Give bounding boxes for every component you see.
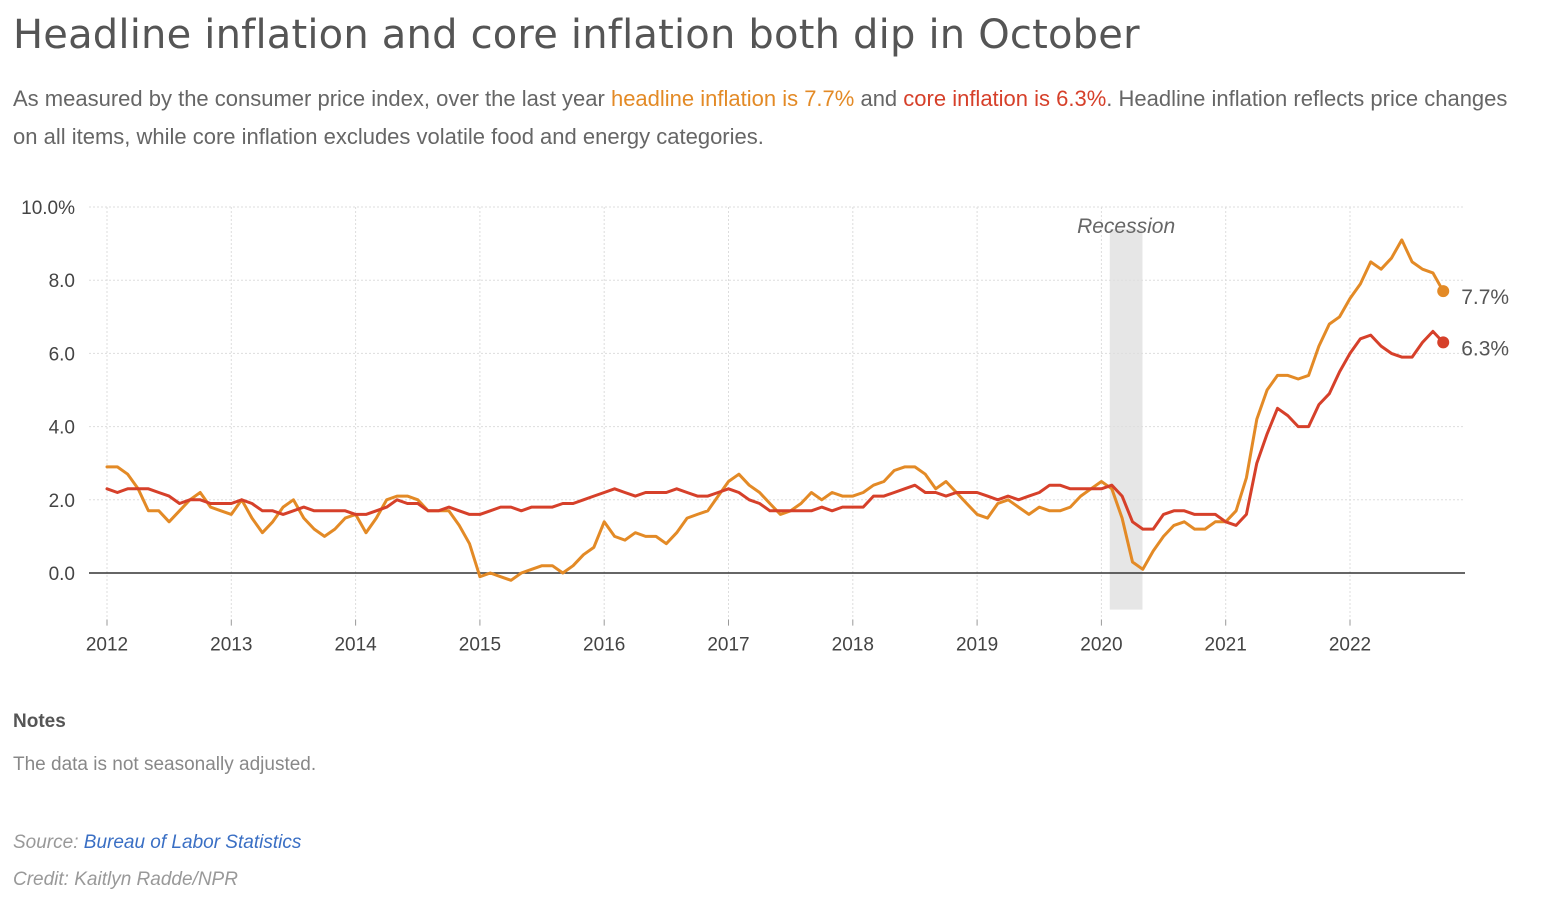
x-tick-label: 2017 xyxy=(707,635,749,656)
axis-layer: 10.0% 8.0 6.0 4.0 2.0 0.0 2012 2013 2014 2015 2016… xyxy=(21,198,1465,656)
grid-layer xyxy=(89,206,1465,620)
notes-heading: Notes xyxy=(13,711,66,732)
x-tick-label: 2019 xyxy=(956,635,998,656)
x-tick-label: 2022 xyxy=(1329,635,1371,656)
subtitle-text-1: As measured by the consumer price index,… xyxy=(13,86,611,111)
core-endpoint-dot xyxy=(1437,336,1450,349)
x-tick-label: 2015 xyxy=(459,635,501,656)
y-tick-label: 4.0 xyxy=(49,418,75,439)
y-tick-label: 10.0% xyxy=(21,198,75,219)
headline-end-label: 7.7% xyxy=(1461,286,1509,309)
y-tick-label: 0.0 xyxy=(49,564,75,585)
subtitle-core-phrase: core inflation is 6.3% xyxy=(903,86,1107,111)
series-layer xyxy=(105,238,1450,582)
x-tick-label: 2021 xyxy=(1205,635,1247,656)
subtitle-headline-phrase: headline inflation is 7.7% xyxy=(610,86,855,111)
x-tick-label: 2012 xyxy=(86,635,128,656)
x-tick-label: 2016 xyxy=(583,635,625,656)
y-tick-label: 8.0 xyxy=(49,271,75,292)
recession-layer xyxy=(1109,228,1143,610)
page-title: Headline inflation and core inflation bo… xyxy=(13,12,1140,58)
credit-line: Credit: Kaitlyn Radde/NPR xyxy=(13,869,238,890)
core-inflation-line xyxy=(105,329,1445,531)
recession-band xyxy=(1109,228,1143,610)
recession-label: Recession xyxy=(1077,215,1175,238)
label-layer: Recession 7.7% 6.3% xyxy=(1077,215,1509,360)
source-label: Source: xyxy=(13,832,84,853)
headline-inflation-line xyxy=(105,238,1445,582)
x-tick-label: 2018 xyxy=(832,635,874,656)
x-tick-label: 2013 xyxy=(210,635,252,656)
source-link[interactable]: Bureau of Labor Statistics xyxy=(83,832,302,853)
x-tick-label: 2020 xyxy=(1080,635,1122,656)
inflation-line-chart: 10.0% 8.0 6.0 4.0 2.0 0.0 2012 2013 2014 2015 2016… xyxy=(21,198,1509,656)
notes-text: The data is not seasonally adjusted. xyxy=(13,754,317,775)
y-tick-label: 6.0 xyxy=(49,344,75,365)
headline-endpoint-dot xyxy=(1437,285,1450,298)
chart-subtitle: As measured by the consumer price index,… xyxy=(13,80,1523,156)
y-tick-label: 2.0 xyxy=(49,491,75,512)
x-tick-label: 2014 xyxy=(334,635,377,656)
subtitle-text-2: and xyxy=(854,86,904,111)
core-end-label: 6.3% xyxy=(1461,337,1509,360)
subtitle-text-3: . Headline inflation reflects price chan… xyxy=(13,86,1508,149)
source-line: Source: Bureau of Labor Statistics xyxy=(13,832,301,854)
